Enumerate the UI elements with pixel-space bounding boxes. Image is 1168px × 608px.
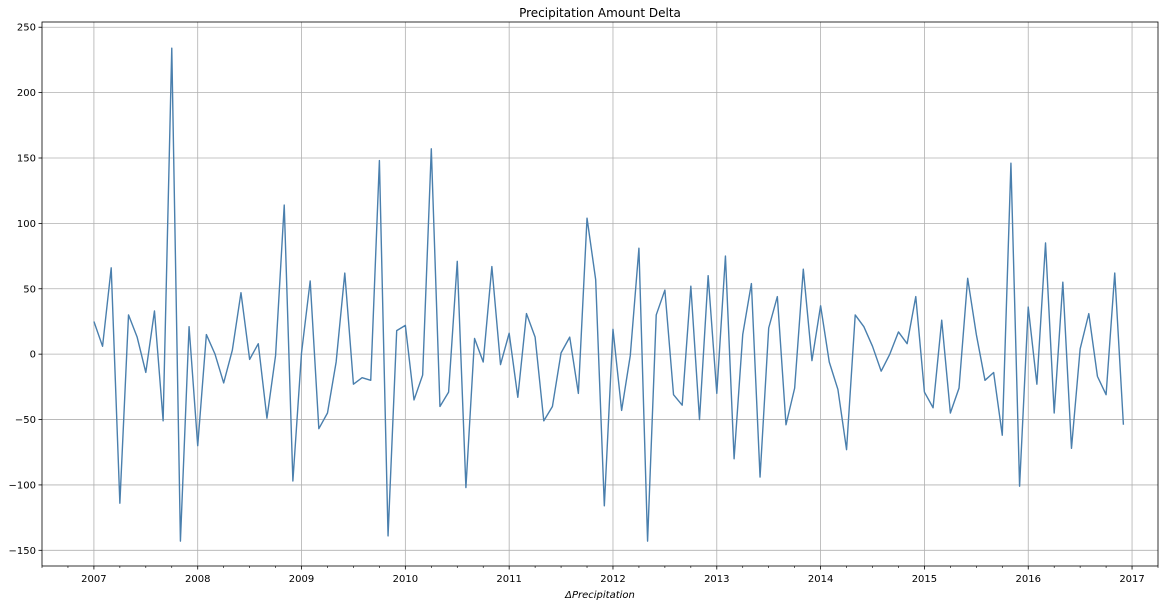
x-tick-label: 2015	[912, 574, 937, 585]
x-tick-label: 2014	[808, 574, 833, 585]
y-tick-label: −100	[9, 480, 36, 491]
x-tick-label: 2017	[1119, 574, 1144, 585]
y-tick-label: −50	[15, 415, 36, 426]
x-tick-label: 2007	[81, 574, 106, 585]
x-tick-label: 2008	[185, 574, 210, 585]
y-tick-label: 100	[17, 219, 36, 230]
y-tick-label: 0	[30, 350, 36, 361]
x-axis-label: ΔPrecipitation	[564, 590, 635, 601]
x-tick-label: 2012	[600, 574, 625, 585]
x-tick-label: 2010	[393, 574, 418, 585]
axes: −150 −100 −50 0 50 100 150 200 250 2007 2008 2009 20…	[9, 23, 1159, 585]
x-tick-label: 2016	[1016, 574, 1041, 585]
grid	[42, 22, 1158, 566]
series-line	[93, 47, 1125, 542]
y-tick-label: 200	[17, 88, 36, 99]
y-tick-label: −150	[9, 546, 36, 557]
x-tick-label: 2011	[496, 574, 521, 585]
x-tick-label: 2009	[289, 574, 314, 585]
series-line-layer	[93, 47, 1125, 542]
plot-frame	[41, 21, 1159, 567]
y-tick-label: 50	[23, 284, 36, 295]
y-tick-label: 250	[17, 23, 36, 34]
chart-title: Precipitation Amount Delta	[519, 6, 681, 20]
y-tick-label: 150	[17, 154, 36, 165]
x-tick-label: 2013	[704, 574, 729, 585]
